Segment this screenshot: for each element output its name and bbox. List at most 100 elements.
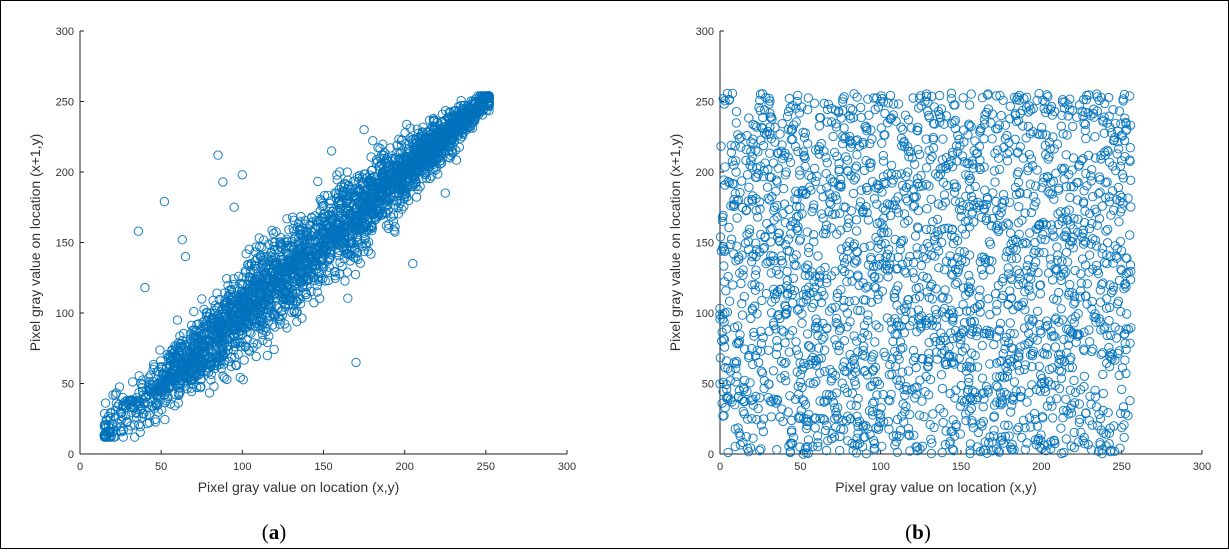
scatter-point [1005, 147, 1013, 155]
scatter-point [131, 433, 139, 441]
scatter-point [767, 413, 775, 421]
scatter-point [205, 389, 213, 397]
scatter-point [441, 189, 449, 197]
scatter-point [921, 388, 929, 396]
scatter-point [1033, 307, 1041, 315]
scatter-point [1069, 122, 1077, 130]
scatter-point [848, 389, 856, 397]
x-tick-label: 250 [477, 461, 495, 473]
scatter-point [1053, 243, 1061, 251]
scatter-point [798, 319, 806, 327]
scatter-point [1083, 182, 1091, 190]
scatter-point [1099, 370, 1107, 378]
x-tick-label: 50 [794, 461, 806, 473]
scatter-point [722, 287, 730, 295]
scatter-point [984, 295, 992, 303]
scatter-point [409, 259, 417, 267]
scatter-point [209, 296, 217, 304]
scatter-point [344, 294, 352, 302]
scatter-point [736, 441, 744, 449]
scatter-point [1126, 339, 1134, 347]
scatter-point [730, 323, 738, 331]
scatter-point [1124, 411, 1132, 419]
scatter-point [1028, 381, 1036, 389]
scatter-point [941, 286, 949, 294]
scatter-point [864, 95, 872, 103]
scatter-point [1006, 102, 1014, 110]
scatter-point [763, 183, 771, 191]
y-tick-label: 0 [708, 449, 714, 461]
scatter-point [822, 446, 830, 454]
scatter-point [840, 93, 848, 101]
scatter-point [989, 189, 997, 197]
scatter-point [939, 135, 947, 143]
scatter-point [899, 400, 907, 408]
x-tick-label: 300 [1193, 461, 1211, 473]
scatter-point [1002, 253, 1010, 261]
scatter-point [1074, 438, 1082, 446]
scatter-point [774, 164, 782, 172]
y-tick-label: 150 [696, 238, 714, 250]
scatter-point [772, 187, 780, 195]
y-tick-label: 250 [696, 97, 714, 109]
scatter-point [1088, 166, 1096, 174]
scatter-point [1115, 218, 1123, 226]
scatter-point [764, 346, 772, 354]
scatter-point [190, 307, 198, 315]
scatter-point [745, 114, 753, 122]
x-tick-label: 250 [1112, 461, 1130, 473]
scatter-point [740, 292, 748, 300]
scatter-point [173, 316, 181, 324]
scatter-point [733, 242, 741, 250]
scatter-point [732, 119, 740, 127]
scatter-point [1013, 426, 1021, 434]
scatter-point [780, 184, 788, 192]
scatter-point [1119, 199, 1127, 207]
scatter-point [817, 185, 825, 193]
scatter-point [906, 410, 914, 418]
scatter-point [725, 297, 733, 305]
scatter-point [412, 193, 420, 201]
y-tick-label: 300 [696, 26, 714, 38]
scatter-point [1027, 292, 1035, 300]
scatter-point [901, 391, 909, 399]
scatter-point [778, 326, 786, 334]
scatter-point [927, 195, 935, 203]
scatter-point [1082, 169, 1090, 177]
scatter-point [904, 367, 912, 375]
scatter-point [926, 155, 934, 163]
scatter-point [840, 124, 848, 132]
scatter-point [910, 274, 918, 282]
scatter-point [214, 151, 222, 159]
scatter-point [343, 268, 351, 276]
scatter-point [733, 214, 741, 222]
scatter-point [1083, 300, 1091, 308]
scatter-point [1077, 279, 1085, 287]
y-tick-label: 0 [68, 449, 74, 461]
scatter-point [906, 252, 914, 260]
scatter-point [1057, 424, 1065, 432]
scatter-point [1104, 225, 1112, 233]
scatter-point [1060, 175, 1068, 183]
scatter-point [1012, 254, 1020, 262]
scatter-point [1118, 423, 1126, 431]
scatter-point [820, 333, 828, 341]
scatter-point [838, 379, 846, 387]
scatter-point [1120, 433, 1128, 441]
scatter-point [873, 200, 881, 208]
scatter-point [219, 178, 227, 186]
scatter-point [860, 243, 868, 251]
scatter-point [1036, 290, 1044, 298]
scatter-point [369, 137, 377, 145]
scatter-point [1105, 317, 1113, 325]
scatter-point [1024, 256, 1032, 264]
x-tick-label: 150 [952, 461, 970, 473]
scatter-point [988, 135, 996, 143]
scatter-point [938, 384, 946, 392]
scatter-point [745, 183, 753, 191]
scatter-point [198, 295, 206, 303]
scatter-point [857, 113, 865, 121]
x-tick-label: 0 [77, 461, 83, 473]
scatter-point [768, 298, 776, 306]
